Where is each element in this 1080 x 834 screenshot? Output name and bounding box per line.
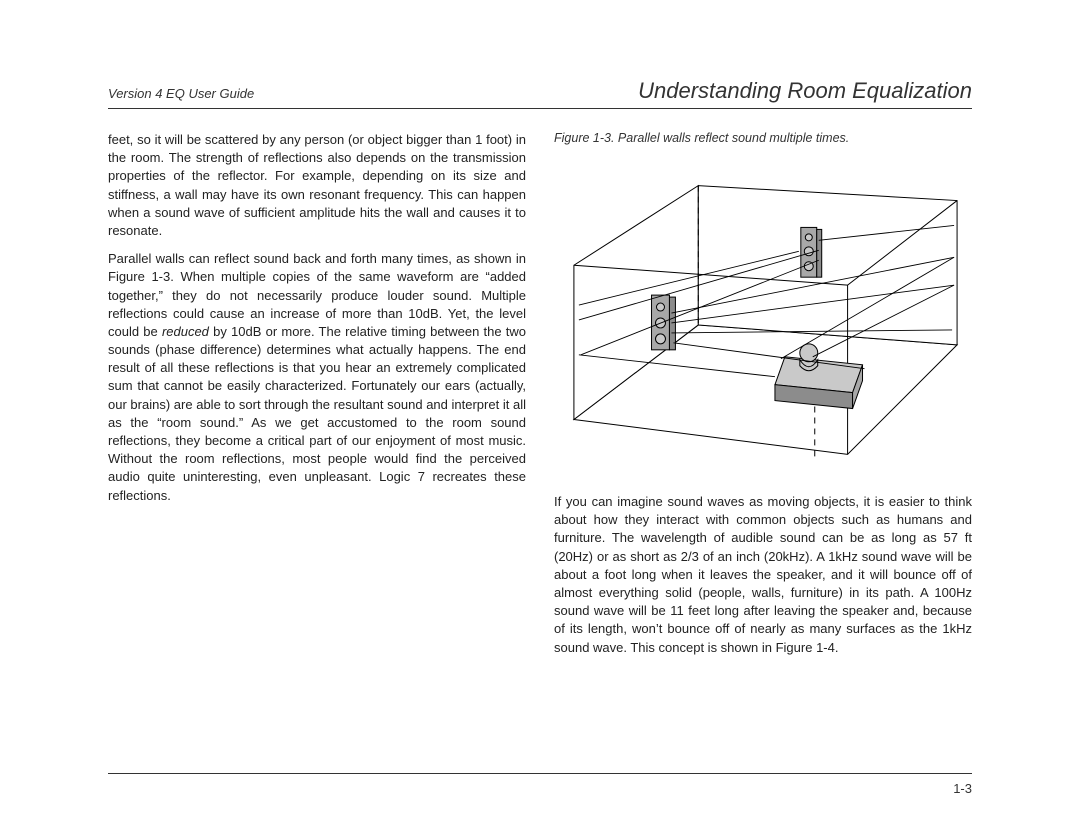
footer-rule (108, 773, 972, 774)
left-para-2-em: reduced (162, 324, 209, 339)
left-para-2b: by 10dB or more. The relative timing bet… (108, 324, 526, 503)
left-para-1: feet, so it will be scattered by any per… (108, 131, 526, 240)
figure-1-3 (554, 155, 972, 475)
page-number: 1-3 (953, 781, 972, 796)
header-right: Understanding Room Equalization (638, 78, 972, 104)
left-column: feet, so it will be scattered by any per… (108, 131, 526, 667)
left-para-2: Parallel walls can reflect sound back an… (108, 250, 526, 505)
right-column: Figure 1-3. Parallel walls reflect sound… (554, 131, 972, 667)
content-columns: feet, so it will be scattered by any per… (108, 131, 972, 667)
page: Version 4 EQ User Guide Understanding Ro… (0, 0, 1080, 834)
header-left: Version 4 EQ User Guide (108, 86, 254, 101)
room-diagram-svg (554, 155, 972, 475)
right-para-1: If you can imagine sound waves as moving… (554, 493, 972, 657)
figure-caption: Figure 1-3. Parallel walls reflect sound… (554, 131, 972, 145)
page-header: Version 4 EQ User Guide Understanding Ro… (108, 78, 972, 109)
